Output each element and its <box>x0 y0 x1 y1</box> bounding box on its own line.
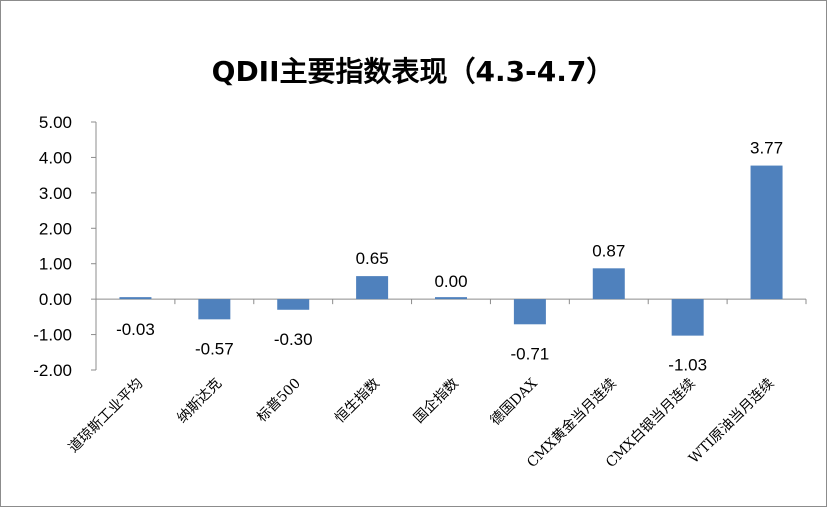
chart-title: QDII主要指数表现（4.3-4.7） <box>212 55 615 88</box>
data-label: 0.87 <box>592 241 625 260</box>
data-label: -0.30 <box>274 330 313 349</box>
data-label: 3.77 <box>750 139 783 158</box>
data-label: 0.65 <box>356 249 389 268</box>
bar <box>671 299 704 336</box>
bar <box>119 297 152 300</box>
y-tick-label: 1.00 <box>39 255 72 274</box>
y-tick-label: 3.00 <box>39 184 72 203</box>
y-tick-label: -1.00 <box>33 326 72 345</box>
data-label: 0.00 <box>434 272 467 291</box>
bar <box>198 299 231 320</box>
bar <box>277 299 310 310</box>
x-tick-label: 德国DAX <box>487 375 540 428</box>
y-tick-label: 0.00 <box>39 290 72 309</box>
bar <box>513 299 546 325</box>
x-tick-labels: 道琼斯工业平均 纳斯达克 标普500 恒生指数 国企指数 德国DAXCMX黄金当月连续CM… <box>66 375 778 471</box>
x-tick-label: 道琼斯工业平均 <box>66 376 147 457</box>
bars <box>119 165 783 336</box>
x-tick-label: 纳斯达克 <box>174 376 225 427</box>
y-tick-label: 2.00 <box>39 219 72 238</box>
data-labels: -0.03 -0.57 -0.30 0.65 0.00 -0.71 0.87 -1.03 3.7… <box>116 139 783 375</box>
bar <box>356 276 389 300</box>
bar <box>435 297 467 300</box>
x-tick-label: 标普500 <box>254 376 304 426</box>
data-label: -0.57 <box>195 339 234 358</box>
data-label: -0.03 <box>116 320 155 339</box>
bar <box>750 165 783 300</box>
bar <box>592 268 625 300</box>
data-label: -1.03 <box>668 356 707 375</box>
data-label: -0.71 <box>511 344 550 363</box>
y-tick-label: 5.00 <box>39 113 72 132</box>
x-tick-label: WTI原油当月连续 <box>685 375 777 467</box>
y-tick-label: 4.00 <box>39 148 72 167</box>
x-tick-label: 恒生指数 <box>332 376 383 427</box>
x-tick-label: 国企指数 <box>410 375 462 427</box>
y-axis: 5.00 4.00 3.00 2.00 1.00 0.00 -1.00 -2.00 <box>33 113 97 380</box>
y-tick-label: -2.00 <box>33 361 72 380</box>
